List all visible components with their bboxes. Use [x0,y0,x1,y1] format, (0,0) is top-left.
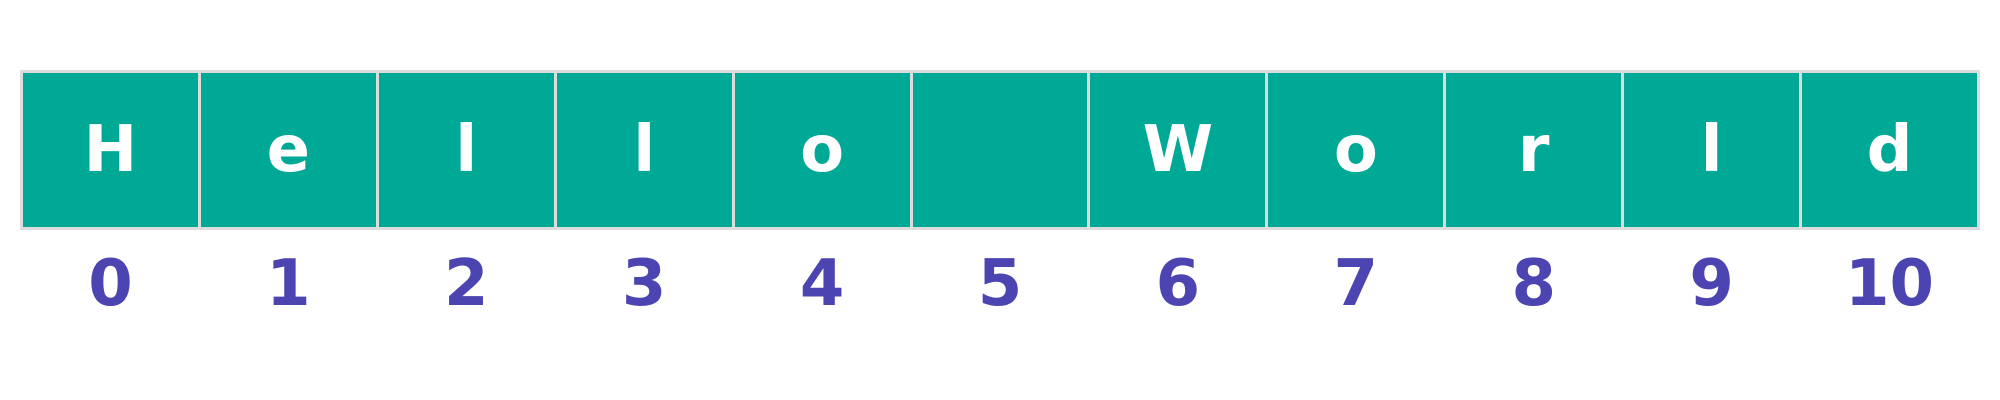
array-cell-0: H [23,73,198,227]
array-index-10: 10 [1844,247,1935,321]
array-index-2: 2 [444,247,489,321]
array-index-8: 8 [1511,247,1556,321]
index-row: 0 1 2 3 4 5 6 7 8 9 10 [23,252,1977,316]
array-cell-6: W [1090,73,1266,227]
array-index-0: 0 [88,247,133,321]
array-cell-2: l [378,73,554,227]
array-index-6: 6 [1155,247,1201,321]
array-cell-3: l [556,73,732,227]
string-array: H e l l o W o r l d [20,70,1980,230]
array-index-1: 1 [266,247,311,321]
array-cell-7: o [1268,73,1444,227]
array-cell-5 [912,73,1088,227]
array-cell-1: e [200,73,376,227]
array-index-9: 9 [1689,247,1734,321]
array-index-5: 5 [977,247,1023,321]
array-index-3: 3 [621,247,667,321]
array-cell-8: r [1446,73,1622,227]
array-cell-9: l [1624,73,1800,227]
array-index-4: 4 [799,247,845,321]
array-cell-10: d [1802,73,1977,227]
array-cell-4: o [734,73,910,227]
array-index-7: 7 [1333,247,1379,321]
